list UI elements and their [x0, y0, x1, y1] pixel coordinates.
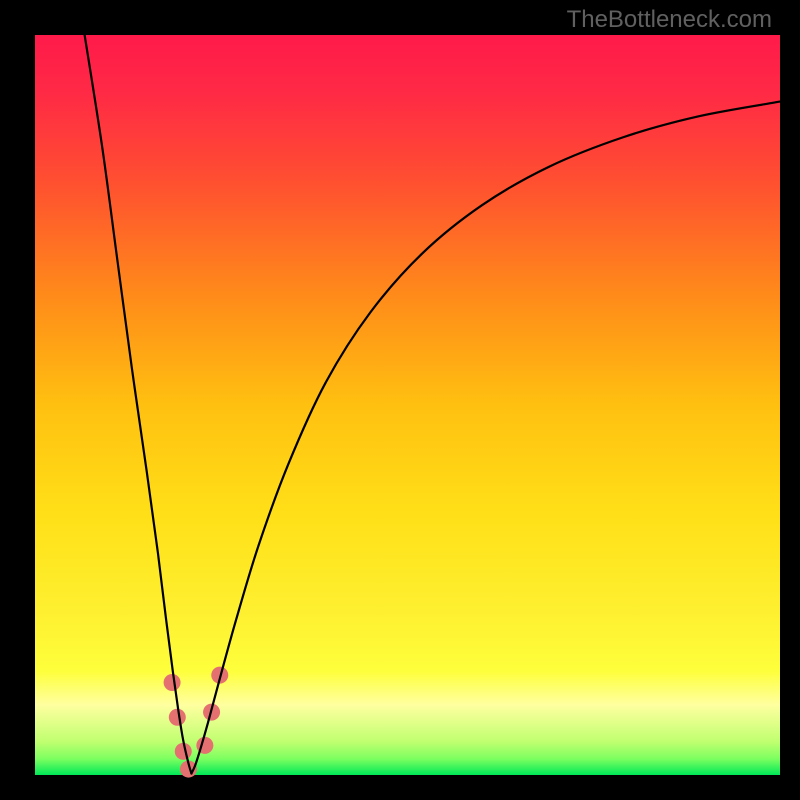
watermark-text: TheBottleneck.com [567, 6, 772, 34]
marker-point [164, 674, 181, 691]
left-curve [83, 28, 191, 774]
chart-frame [35, 35, 780, 775]
marker-point [169, 709, 186, 726]
chart-svg [35, 35, 780, 775]
right-curve [191, 102, 780, 774]
